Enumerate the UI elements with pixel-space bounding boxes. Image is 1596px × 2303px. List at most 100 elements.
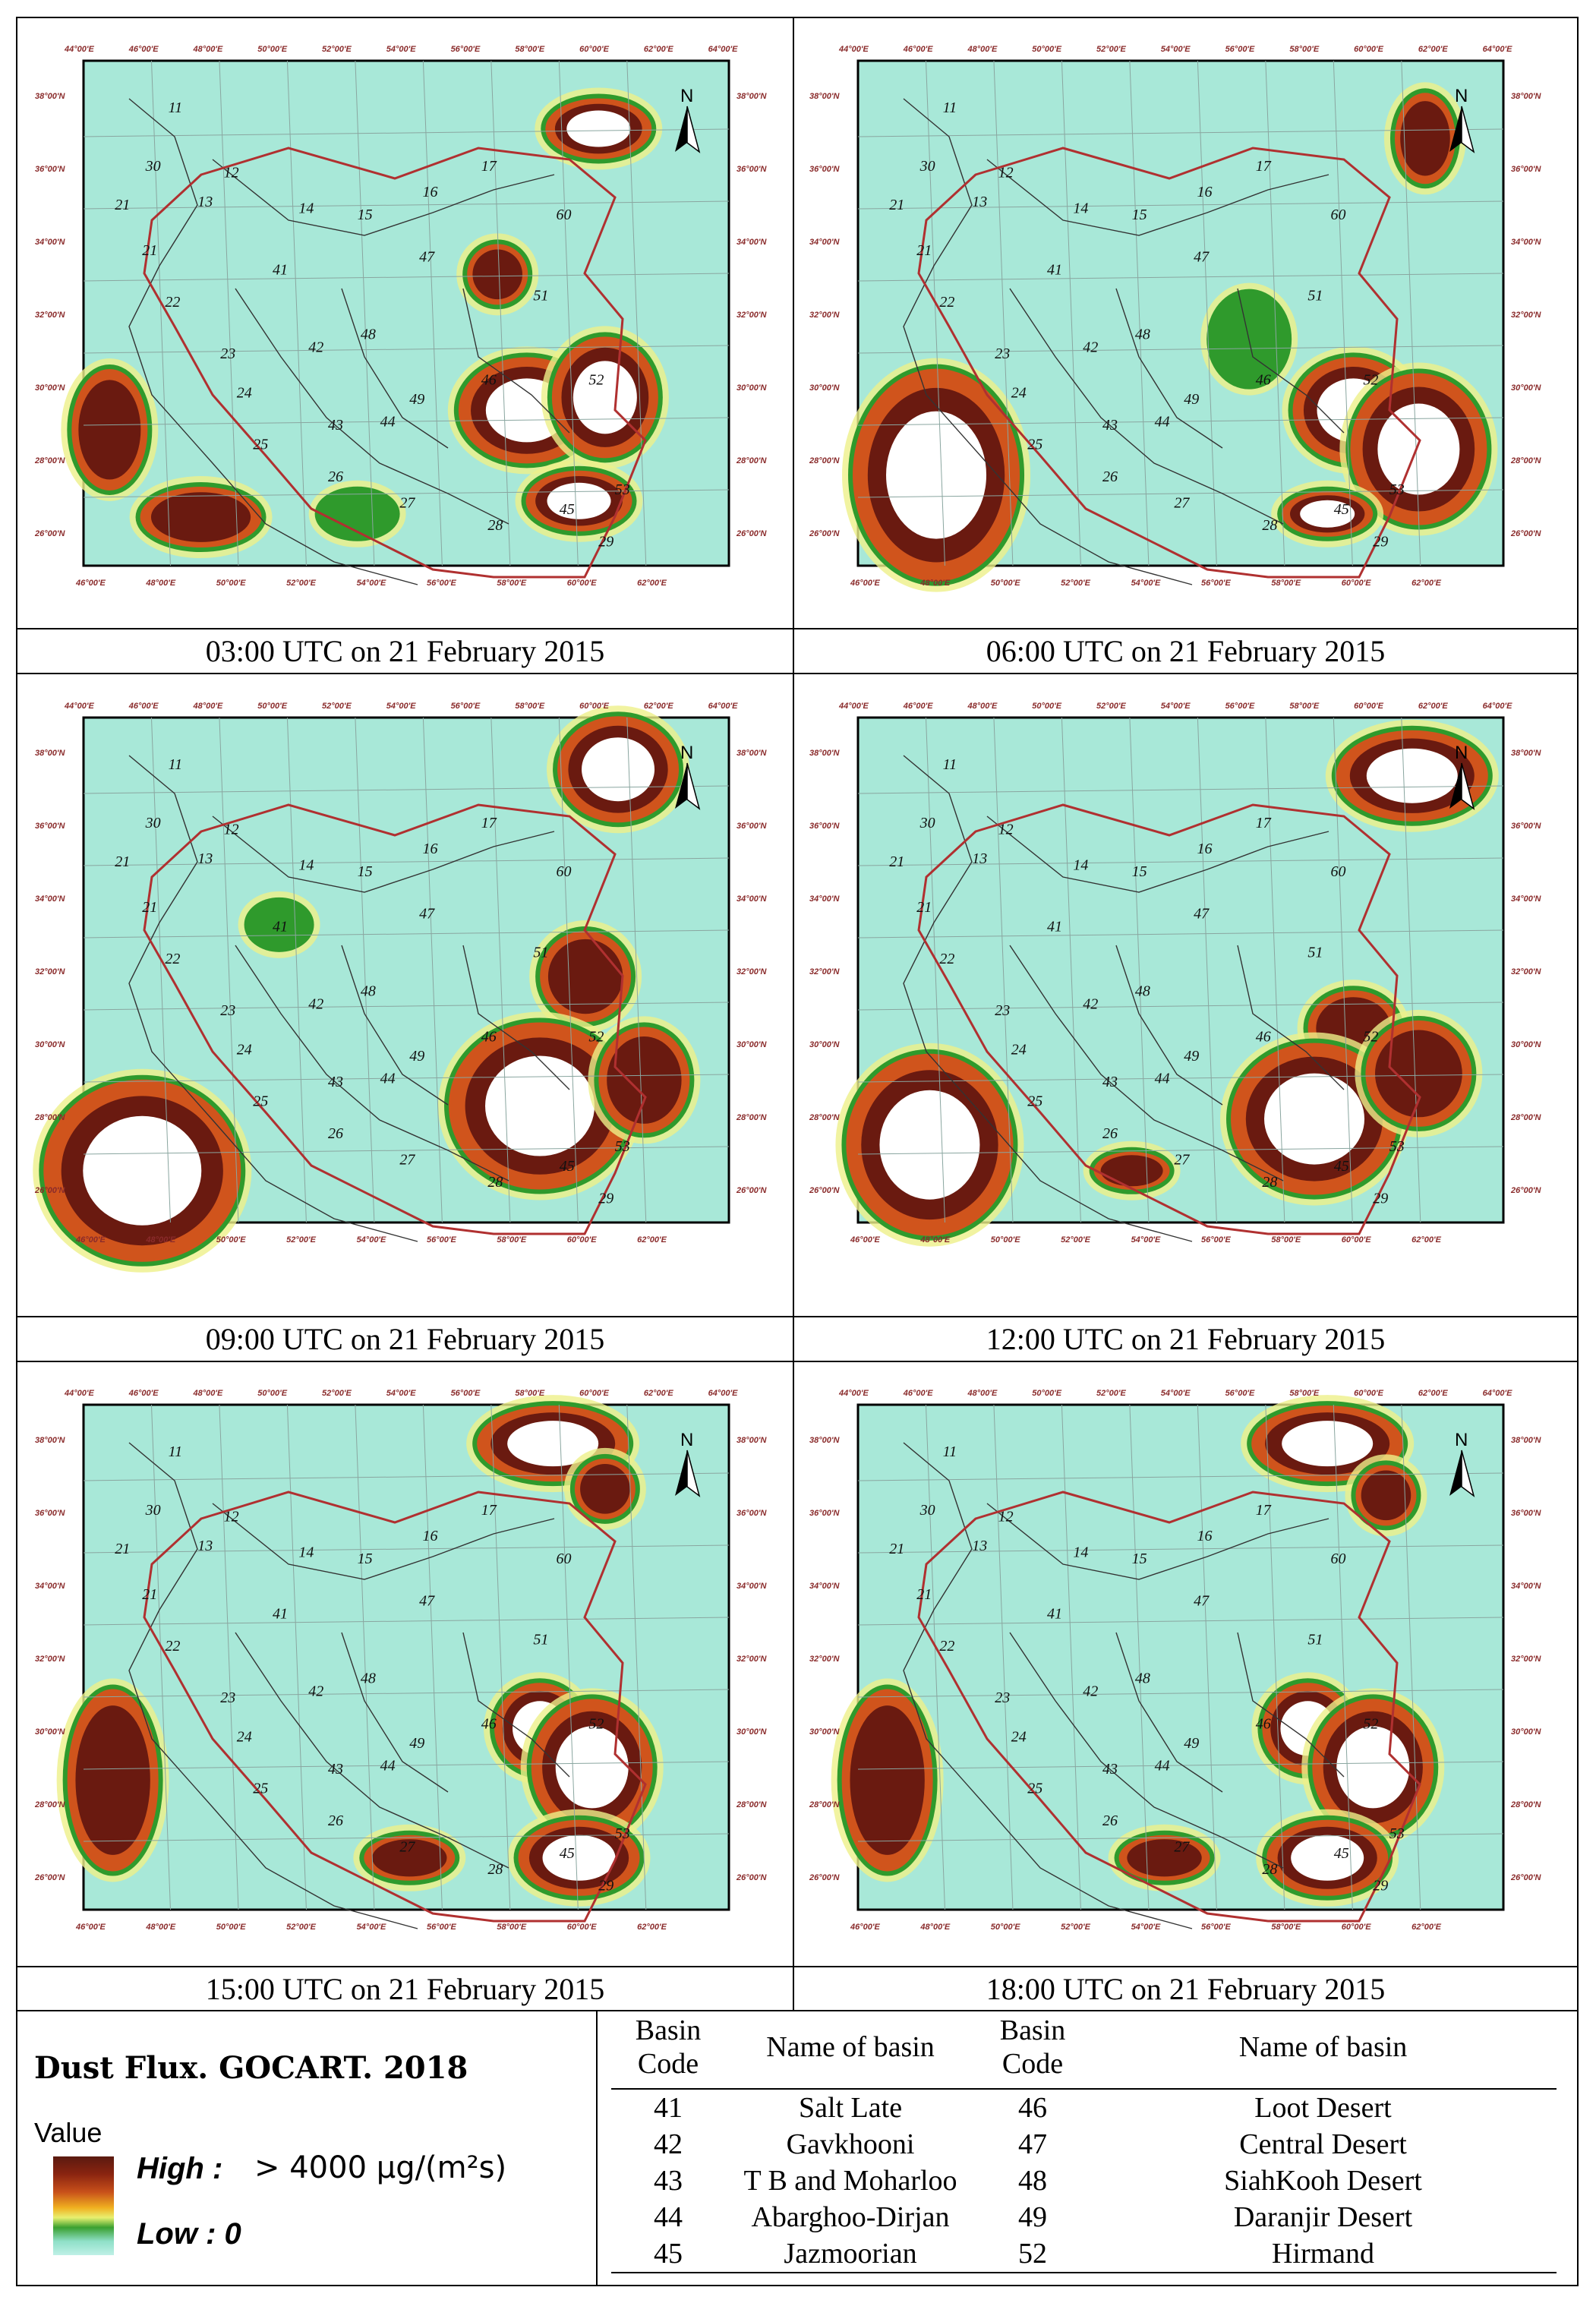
basin-number-label: 43 bbox=[328, 1074, 343, 1090]
basin-number-label: 26 bbox=[1102, 1812, 1118, 1829]
latitude-label: 36°00'N bbox=[1511, 1509, 1541, 1518]
longitude-label: 58°00'E bbox=[515, 45, 544, 54]
graticule-line bbox=[83, 1074, 730, 1083]
longitude-label: 60°00'E bbox=[579, 1389, 609, 1398]
graticule-line bbox=[219, 1404, 239, 1910]
longitude-label: 54°00'E bbox=[1131, 1923, 1161, 1932]
longitude-label: 62°00'E bbox=[1418, 702, 1448, 711]
longitude-label: 54°00'E bbox=[386, 702, 416, 711]
longitude-label: 64°00'E bbox=[1483, 702, 1512, 711]
basin-number-label: 43 bbox=[1102, 1074, 1118, 1090]
basin-number-label: 17 bbox=[1256, 1502, 1272, 1519]
basin-number-label: 22 bbox=[939, 951, 954, 967]
graticule-line bbox=[83, 200, 730, 210]
longitude-label: 54°00'E bbox=[386, 45, 416, 54]
basin-number-label: 21 bbox=[889, 197, 904, 213]
basin-number-label: 43 bbox=[1102, 1761, 1118, 1778]
basin-number-label: 14 bbox=[298, 200, 314, 216]
basin-number-label: 53 bbox=[1389, 481, 1405, 498]
basin-code-cell: 52 bbox=[976, 2235, 1090, 2273]
legend-high-value: > 4000 μg/(m²s) bbox=[254, 2150, 507, 2185]
basin-number-label: 23 bbox=[995, 345, 1010, 362]
latitude-label: 34°00'N bbox=[1511, 894, 1541, 904]
basin-number-label: 12 bbox=[998, 821, 1014, 838]
basin-number-label: 25 bbox=[253, 1781, 268, 1797]
basin-number-label: 30 bbox=[145, 1502, 161, 1519]
longitude-label: 50°00'E bbox=[991, 1235, 1020, 1245]
latitude-label: 30°00'N bbox=[35, 383, 65, 393]
basin-boundary bbox=[235, 1632, 509, 1869]
longitude-label: 60°00'E bbox=[1354, 702, 1383, 711]
graticule-line bbox=[422, 60, 443, 566]
north-arrow-icon: N bbox=[675, 86, 701, 153]
longitude-label: 56°00'E bbox=[451, 702, 481, 711]
north-arrow-icon: N bbox=[1449, 1430, 1475, 1497]
basin-number-label: 51 bbox=[1307, 944, 1323, 961]
basin-number-label: 11 bbox=[943, 99, 957, 116]
basin-number-label: 47 bbox=[419, 1592, 435, 1609]
north-arrow-icon: N bbox=[675, 743, 701, 810]
center-divider bbox=[793, 17, 794, 2010]
basin-number-label: 42 bbox=[1083, 996, 1098, 1013]
dust-plume bbox=[456, 233, 539, 316]
dust-plume bbox=[1339, 362, 1498, 536]
basin-boundary bbox=[235, 288, 509, 525]
figure-frame bbox=[16, 17, 1579, 2286]
graticule-line bbox=[1197, 60, 1217, 566]
basin-number-label: 42 bbox=[308, 996, 323, 1013]
basin-name-cell: Hirmand bbox=[1090, 2235, 1557, 2273]
graticule-line bbox=[1129, 1404, 1150, 1910]
latitude-label: 32°00'N bbox=[35, 967, 65, 976]
dust-plume bbox=[238, 891, 320, 958]
basin-number-label: 28 bbox=[487, 1861, 503, 1878]
longitude-label: 60°00'E bbox=[1354, 1389, 1383, 1398]
dust-plume bbox=[61, 358, 159, 501]
graticule-line bbox=[1401, 60, 1421, 566]
latitude-label: 26°00'N bbox=[809, 529, 840, 538]
longitude-label: 60°00'E bbox=[567, 1923, 597, 1932]
basin-boundary bbox=[1009, 1632, 1284, 1869]
longitude-label: 56°00'E bbox=[451, 45, 481, 54]
basin-number-label: 15 bbox=[1132, 1551, 1147, 1567]
graticule-line bbox=[925, 1404, 945, 1910]
longitude-label: 58°00'E bbox=[497, 1235, 526, 1245]
longitude-label: 62°00'E bbox=[637, 579, 667, 588]
longitude-label: 52°00'E bbox=[286, 579, 316, 588]
basin-name-cell: Jazmoorian bbox=[725, 2235, 976, 2273]
basin-boundary bbox=[212, 816, 555, 893]
basin-number-label: 16 bbox=[422, 841, 437, 857]
dust-map-svg: 11 30 12 13 21 14 15 16 17 60 21 41 47 22 51 42 48 23 46 52… bbox=[34, 45, 767, 588]
basin-number-label: 28 bbox=[487, 517, 503, 534]
dust-plume bbox=[507, 1809, 651, 1907]
basin-number-label: 21 bbox=[115, 197, 130, 213]
longitude-label: 52°00'E bbox=[1061, 1235, 1090, 1245]
legend-value-label: Value bbox=[34, 2117, 103, 2148]
basin-name-cell: T B and Moharloo bbox=[743, 2165, 957, 2197]
basin-number-label: 12 bbox=[224, 164, 239, 181]
latitude-label: 28°00'N bbox=[1510, 1800, 1541, 1809]
longitude-label: 46°00'E bbox=[75, 579, 106, 588]
basin-number-label: 42 bbox=[308, 339, 323, 356]
basin-number-label: 43 bbox=[1102, 417, 1118, 434]
graticule-line bbox=[286, 717, 307, 1223]
basin-number-label: 30 bbox=[919, 1502, 935, 1519]
basin-code-cell: 46 bbox=[1018, 2092, 1047, 2124]
basin-code-cell: 47 bbox=[1018, 2128, 1047, 2160]
graticule-line bbox=[83, 785, 730, 794]
basin-number-label: 46 bbox=[481, 371, 497, 388]
basin-number-label: 47 bbox=[419, 905, 435, 922]
basin-code-cell: 45 bbox=[611, 2235, 725, 2273]
basin-number-label: 29 bbox=[598, 1877, 613, 1894]
graticule-line bbox=[355, 1404, 375, 1910]
basin-number-label: 12 bbox=[998, 164, 1014, 181]
basin-number-label: 60 bbox=[556, 863, 571, 880]
graticule-line bbox=[1061, 60, 1081, 566]
basin-number-label: 49 bbox=[1184, 1735, 1199, 1752]
latitude-label: 30°00'N bbox=[1511, 1727, 1541, 1737]
longitude-label: 46°00'E bbox=[850, 579, 880, 588]
longitude-label: 50°00'E bbox=[216, 579, 246, 588]
longitude-label: 54°00'E bbox=[357, 1235, 386, 1245]
basin-number-label: 43 bbox=[328, 1761, 343, 1778]
longitude-label: 46°00'E bbox=[128, 702, 159, 711]
basin-number-label: 51 bbox=[533, 944, 548, 961]
